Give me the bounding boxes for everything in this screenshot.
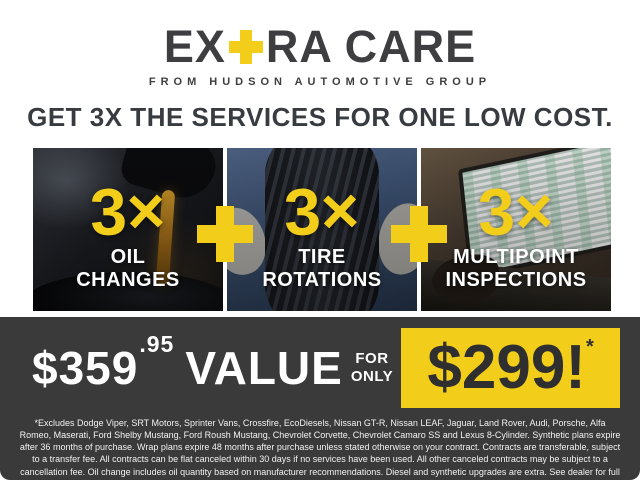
- oil-changes-panel: 3× OIL CHANGES: [33, 148, 223, 311]
- logo-text-ra-care: RA CARE: [265, 21, 477, 72]
- photo-shade-overlay: [33, 148, 223, 311]
- oil-pool-shape: [33, 271, 223, 311]
- photo-shade-overlay: [227, 148, 417, 311]
- service-label-line2: CHANGES: [76, 268, 180, 291]
- panel-content: 3× OIL CHANGES: [33, 148, 223, 311]
- plus-icon: [228, 30, 263, 64]
- plus-icon: [197, 206, 253, 262]
- panel-content: 3× MULTIPOINT INSPECTIONS: [421, 148, 611, 311]
- service-label-line2: ROTATIONS: [262, 268, 382, 291]
- service-label-line1: OIL: [110, 246, 146, 269]
- value-word: VALUE: [185, 342, 343, 394]
- service-label: MULTIPOINT INSPECTIONS: [445, 246, 586, 291]
- disclaimer: *Excludes Dodge Viper, SRT Motors, Sprin…: [19, 418, 621, 480]
- plus-horizontal-bar: [228, 41, 263, 53]
- price-band: $359.95 VALUE FOR ONLY $299! * *Excludes D…: [0, 317, 640, 480]
- service-label-line1: MULTIPOINT: [453, 246, 579, 269]
- service-label-line1: TIRE: [298, 246, 346, 269]
- multiplier-3x: 3×: [477, 172, 555, 250]
- multiplier-3x: 3×: [89, 172, 167, 250]
- panel-content: 3× TIRE ROTATIONS: [227, 148, 417, 311]
- plus-horizontal-bar: [391, 225, 447, 243]
- value-cents: .95: [139, 330, 175, 357]
- service-label: TIRE ROTATIONS: [262, 246, 381, 291]
- for-only-label: FOR ONLY: [351, 350, 393, 386]
- headline: GET 3X THE SERVICES FOR ONE LOW COST.: [27, 102, 613, 132]
- asterisk: *: [585, 336, 594, 358]
- brand-logo: EX RA CARE FROM HUDSON AUTOMOTIVE GROUP: [0, 24, 640, 88]
- service-panels: 3× OIL CHANGES 3× TIRE ROTATIONS: [33, 148, 611, 311]
- service-label-line2: INSPECTIONS: [445, 268, 587, 291]
- value-dollars: $359: [32, 342, 139, 394]
- tire-photo: [227, 148, 417, 311]
- value-price: $359.95 VALUE: [32, 332, 343, 394]
- oil-pour-photo: [33, 148, 223, 311]
- sale-price-box: $299! *: [401, 328, 620, 408]
- tire-shape: [265, 148, 379, 311]
- logo-wordmark: EX RA CARE: [0, 24, 640, 69]
- tire-rotations-panel: 3× TIRE ROTATIONS: [227, 148, 417, 311]
- service-label: OIL CHANGES: [76, 246, 180, 291]
- multipoint-inspections-panel: 3× MULTIPOINT INSPECTIONS: [421, 148, 611, 311]
- sale-price: $299!: [427, 333, 586, 402]
- logo-text-ex: EX: [163, 21, 226, 72]
- laptop-inspection-photo: [421, 148, 611, 311]
- for-word: FOR: [355, 350, 389, 367]
- price-row: $359.95 VALUE FOR ONLY $299! *: [0, 327, 640, 409]
- multiplier-3x: 3×: [283, 172, 361, 250]
- plus-horizontal-bar: [197, 225, 253, 243]
- only-word: ONLY: [350, 368, 394, 385]
- photo-shade-overlay: [421, 148, 611, 311]
- brand-tagline: FROM HUDSON AUTOMOTIVE GROUP: [148, 76, 492, 88]
- plus-icon: [391, 206, 447, 262]
